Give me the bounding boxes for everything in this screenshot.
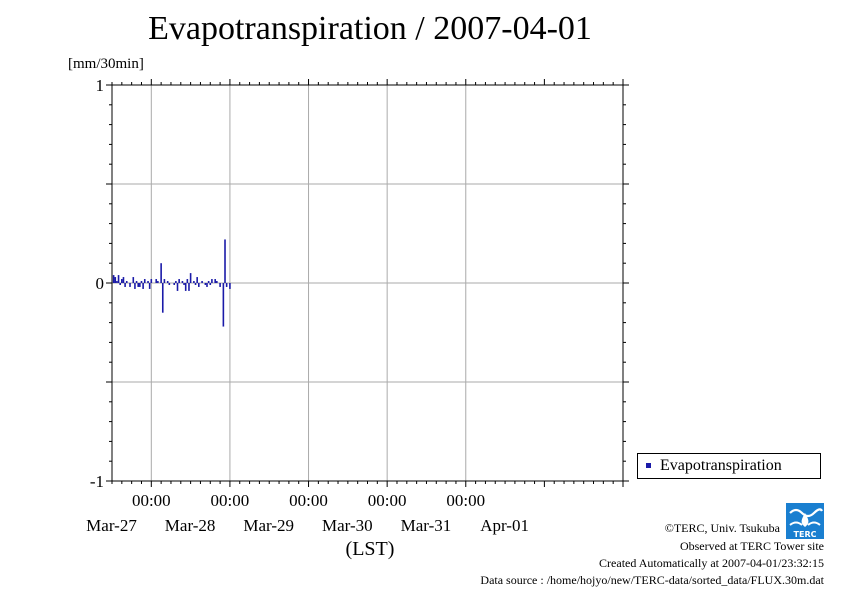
- legend-label: Evapotranspiration: [660, 457, 782, 474]
- x-date-label: Mar-29: [243, 516, 294, 535]
- x-time-label: 00:00: [132, 491, 171, 510]
- x-date-label: Mar-27: [86, 516, 137, 535]
- svg-text:TERC: TERC: [794, 530, 817, 539]
- x-date-label: Apr-01: [480, 516, 529, 535]
- y-tick-label: 1: [96, 76, 105, 95]
- x-time-label: 00:00: [289, 491, 328, 510]
- observed-site-text: Observed at TERC Tower site: [679, 539, 824, 553]
- chart-title: Evapotranspiration / 2007-04-01: [148, 10, 592, 47]
- x-time-label: 00:00: [368, 491, 407, 510]
- legend: Evapotranspiration: [637, 453, 821, 479]
- data-source-path: Data source : /home/hojyo/new/TERC-data/…: [480, 573, 824, 587]
- y-tick-label: -1: [90, 472, 104, 491]
- y-tick-label: 0: [96, 274, 105, 293]
- legend-swatch: [646, 463, 651, 468]
- x-date-label: Mar-30: [322, 516, 373, 535]
- copyright-text: ©TERC, Univ. Tsukuba: [664, 521, 780, 535]
- terc-logo-icon: TERC: [786, 503, 824, 539]
- x-time-label: 00:00: [446, 491, 485, 510]
- x-date-label: Mar-28: [165, 516, 216, 535]
- created-timestamp: Created Automatically at 2007-04-01/23:3…: [599, 556, 824, 570]
- x-time-label: 00:00: [211, 491, 250, 510]
- x-axis-label: (LST): [346, 538, 395, 560]
- x-date-label: Mar-31: [401, 516, 452, 535]
- y-axis-unit: [mm/30min]: [68, 56, 144, 72]
